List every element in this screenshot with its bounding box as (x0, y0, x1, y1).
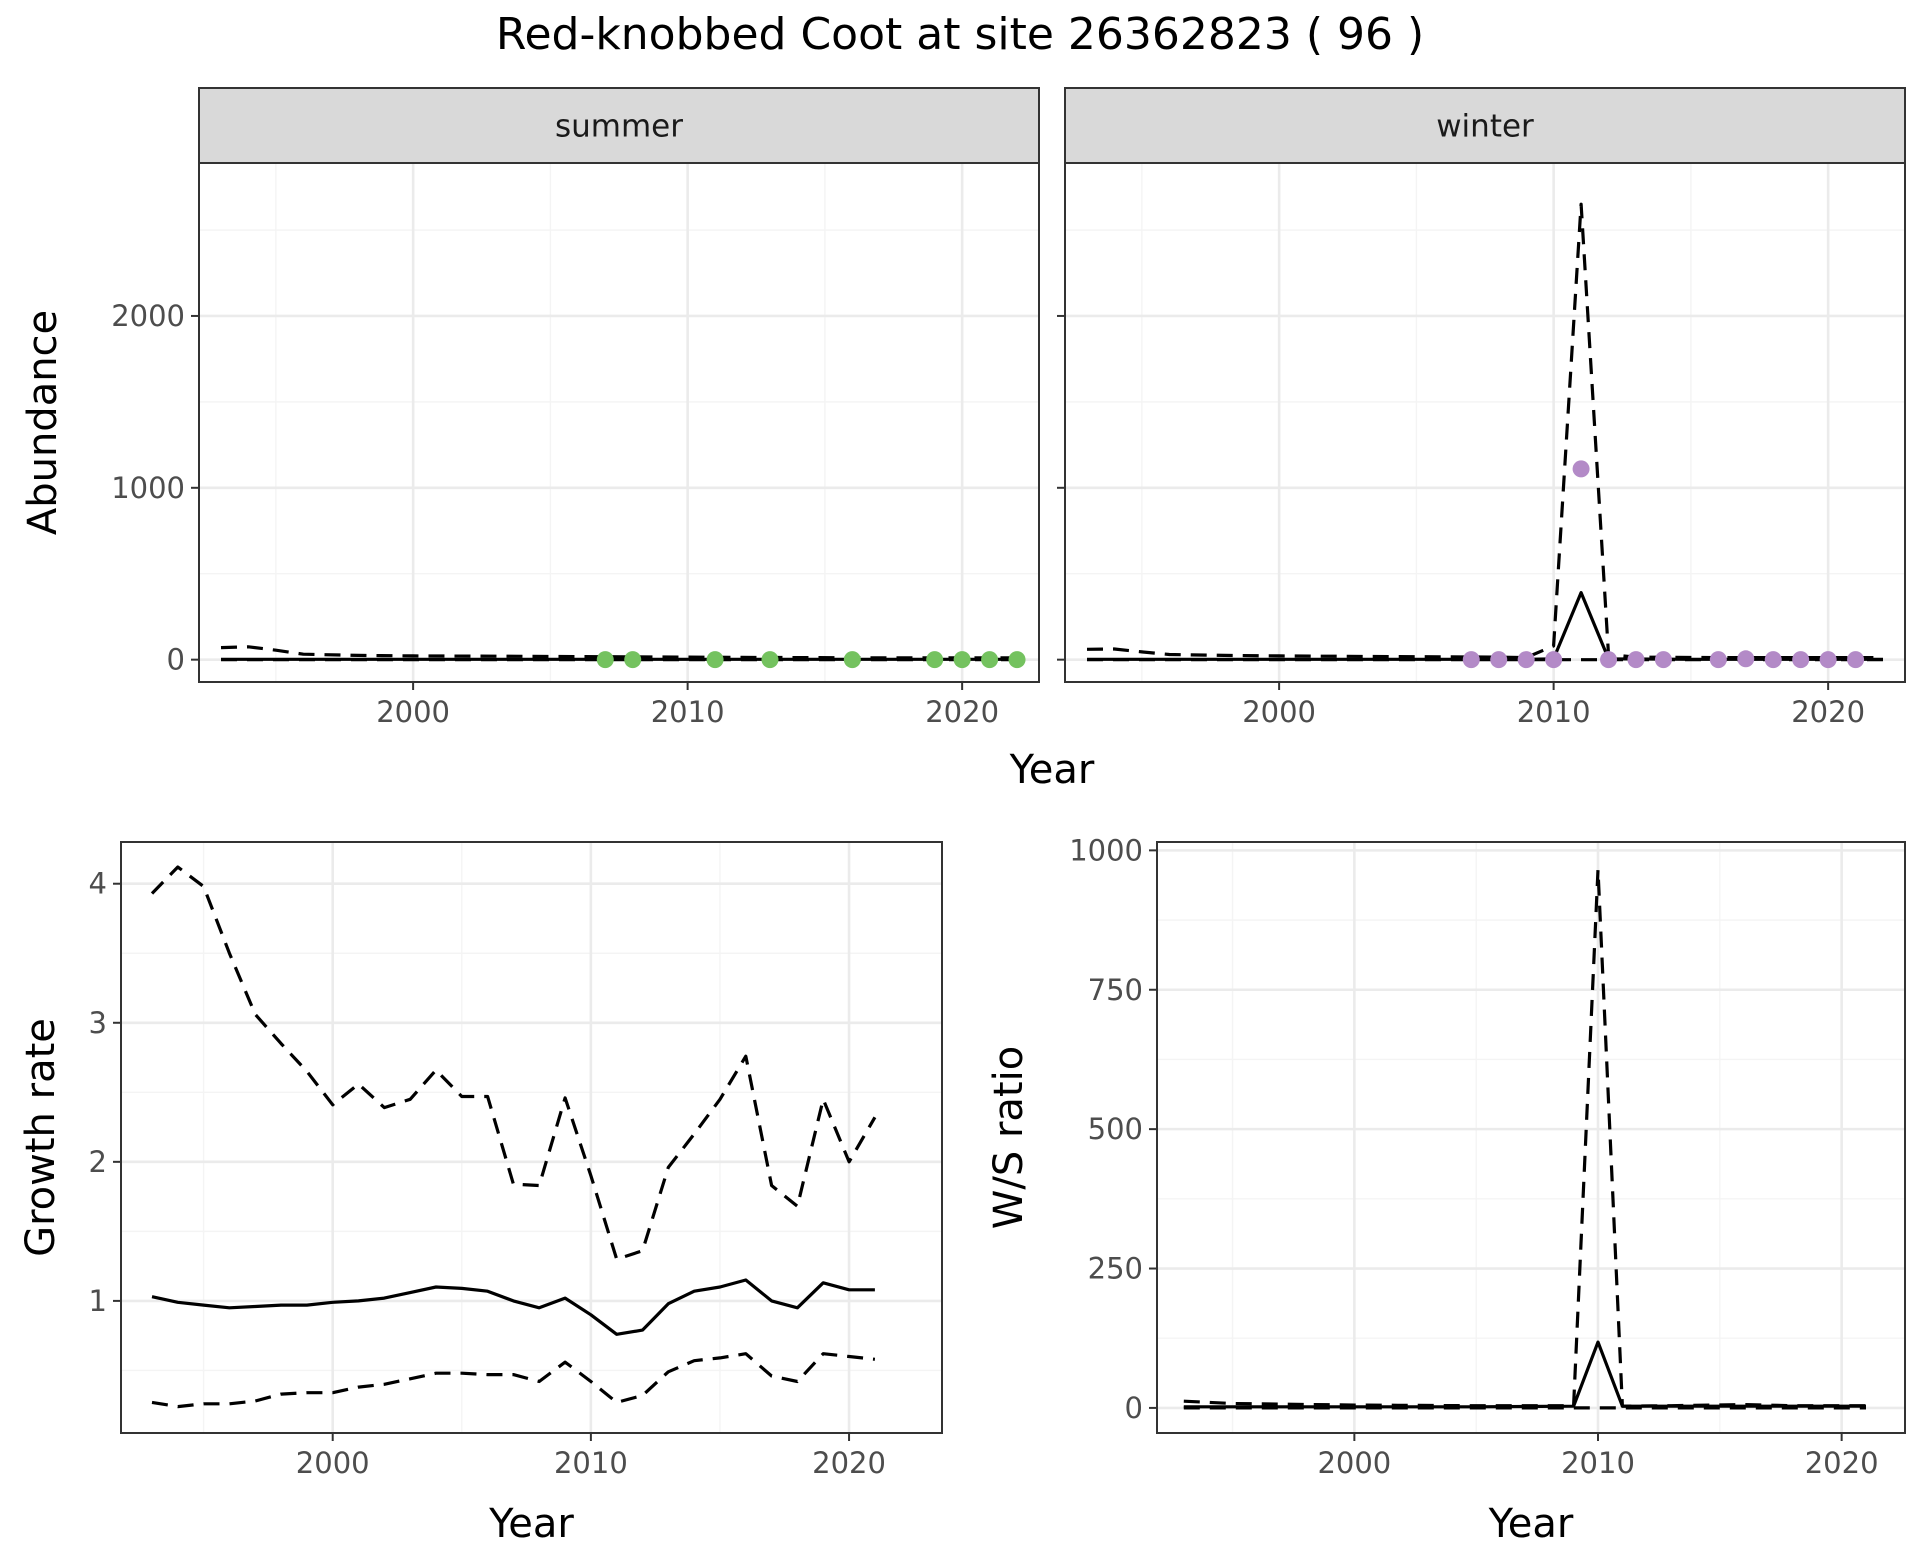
data-point (1709, 651, 1727, 669)
panel-growth_rate: 2000 2010 2020 1 2 3 4 Growth rate Year (18, 841, 943, 1547)
data-point (1600, 651, 1618, 669)
y-axis-title: Growth rate (18, 1018, 64, 1257)
data-point (1764, 651, 1782, 669)
x-tick-label: 2020 (812, 1446, 886, 1480)
data-point (926, 651, 944, 669)
facet-strip (1064, 87, 1906, 164)
data-point (596, 651, 614, 669)
data-point (1462, 651, 1480, 669)
x-tick-label: 2010 (1517, 695, 1591, 729)
series-line-bound (1183, 868, 1866, 1408)
series-line-bound (1086, 202, 1883, 660)
panel-border (120, 841, 943, 1434)
data-point (1517, 651, 1535, 669)
data-point (624, 651, 642, 669)
data-point (981, 651, 999, 669)
x-tick-label: 2020 (925, 695, 999, 729)
x-tick-label: 2020 (1791, 695, 1865, 729)
y-tick-label: 1000 (1069, 833, 1143, 867)
x-axis-title-facets: Year (1009, 747, 1095, 793)
panel-border (1156, 841, 1906, 1434)
y-tick-label: 2000 (111, 299, 185, 333)
x-tick-label: 2000 (296, 1446, 370, 1480)
data-point (1627, 651, 1645, 669)
data-point (1490, 651, 1508, 669)
x-tick-label: 2010 (651, 695, 725, 729)
data-point (1654, 651, 1672, 669)
x-tick-label: 2000 (376, 695, 450, 729)
y-tick-label: 0 (1125, 1391, 1143, 1425)
series-line-estimate (151, 1278, 875, 1336)
plot-background (1157, 842, 1905, 1433)
panel-ws_ratio: 2000 2010 2020 0 250 500 750 1000 W/S ratio Year (986, 833, 1906, 1547)
y-tick-label: 1000 (111, 471, 185, 505)
y-tick-label: 1 (89, 1284, 107, 1318)
series-line-bound (151, 1352, 876, 1409)
chart-panels: summer 2000 2010 2020 0 1000 2000 Abundance wint… (18, 87, 1906, 1547)
y-tick-label: 3 (89, 1006, 107, 1040)
y-tick-label: 4 (89, 867, 107, 901)
plot-background (1065, 163, 1905, 682)
y-axis-title: W/S ratio (986, 1046, 1032, 1229)
plot-background (121, 842, 942, 1433)
data-point (1792, 651, 1810, 669)
y-tick-label: 500 (1088, 1112, 1143, 1146)
data-point (843, 651, 861, 669)
data-point (1819, 651, 1837, 669)
data-point (1008, 651, 1026, 669)
data-point (706, 651, 724, 669)
x-tick-label: 2020 (1805, 1446, 1879, 1480)
data-point (1847, 651, 1865, 669)
x-tick-label: 2010 (1561, 1446, 1635, 1480)
panel-abundance_winter: winter 2000 2010 2020 (1057, 87, 1906, 729)
facet-strip-label: summer (555, 109, 683, 145)
x-tick-label: 2010 (554, 1446, 628, 1480)
x-tick-label: 2000 (1317, 1446, 1391, 1480)
data-point (1545, 651, 1563, 669)
x-axis-title: Year (1488, 1501, 1574, 1547)
data-point (1737, 650, 1755, 668)
y-axis-title: Abundance (20, 310, 66, 535)
y-tick-label: 0 (167, 643, 185, 677)
data-point (953, 651, 971, 669)
facet-strip-label: winter (1436, 109, 1534, 145)
data-point (1572, 460, 1590, 478)
data-point (761, 651, 779, 669)
panel-abundance_summer: summer 2000 2010 2020 0 1000 2000 Abundance (20, 87, 1040, 729)
y-tick-label: 250 (1088, 1252, 1143, 1286)
x-tick-label: 2000 (1242, 695, 1316, 729)
figure-title: Red-knobbed Coot at site 26362823 ( 96 ) (496, 9, 1424, 60)
x-axis-title: Year (488, 1501, 574, 1547)
y-tick-label: 2 (89, 1145, 107, 1179)
y-tick-label: 750 (1088, 973, 1143, 1007)
facet-strip (198, 87, 1040, 164)
plot-background (199, 163, 1039, 682)
